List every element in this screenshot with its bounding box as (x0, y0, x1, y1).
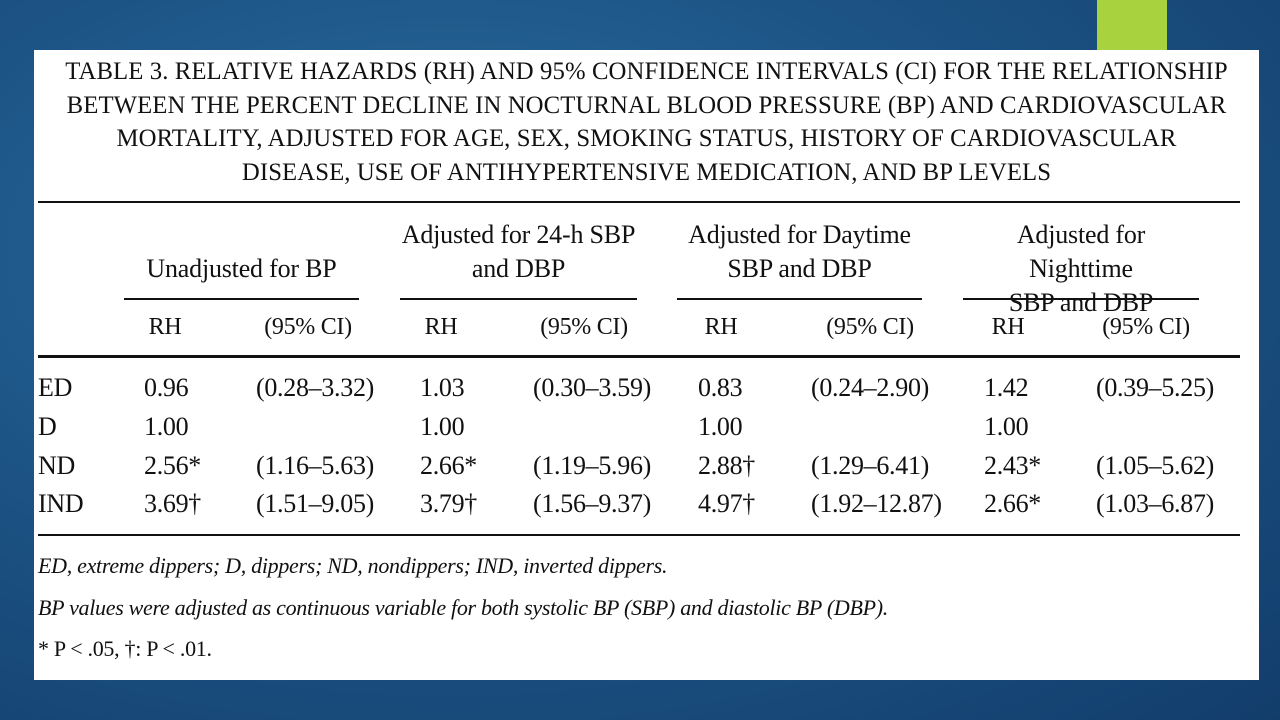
table-cell: (0.39–5.25) (1096, 373, 1215, 402)
table-cell: (1.16–5.63) (256, 451, 375, 480)
table-title: TABLE 3. RELATIVE HAZARDS (RH) AND 95% C… (52, 54, 1240, 188)
table-cell: 2.88† (698, 451, 756, 480)
subheader-ci: (95% CI) (264, 314, 352, 340)
table-cell: (0.30–3.59) (533, 373, 652, 402)
row-label: IND (38, 489, 84, 518)
table-cell: 1.03 (420, 373, 465, 402)
table-cell: 2.66* (420, 451, 478, 480)
subheader-ci: (95% CI) (540, 314, 628, 340)
table-cell: 1.00 (984, 412, 1029, 441)
table-cell: 4.97† (698, 489, 756, 518)
subheader-rh: RH (704, 314, 738, 340)
group-rule (963, 298, 1199, 300)
title-line: DISEASE, USE OF ANTIHYPERTENSIVE MEDICAT… (241, 156, 1052, 186)
subheader-ci: (95% CI) (826, 314, 914, 340)
table-cell: (1.92–12.87) (811, 489, 942, 518)
table-cell: (1.05–5.62) (1096, 451, 1215, 480)
title-line: TABLE 3. RELATIVE HAZARDS (RH) AND 95% C… (65, 56, 1228, 85)
subheader-rh: RH (148, 314, 182, 340)
subheader-rh: RH (424, 314, 458, 340)
row-label: D (38, 412, 57, 441)
footnote-abbreviations: ED, extreme dippers; D, dippers; ND, non… (38, 553, 668, 578)
table-cell: (0.24–2.90) (811, 373, 930, 402)
group-rule (400, 298, 637, 300)
header-rule (38, 355, 1240, 358)
table-cell: 2.43* (984, 451, 1042, 480)
subheader-rh: RH (991, 314, 1025, 340)
row-label: ED (38, 373, 73, 402)
table-cell: (1.51–9.05) (256, 489, 375, 518)
footnote-significance: * P < .05, †: P < .01. (38, 636, 212, 661)
table-cell: 1.00 (420, 412, 465, 441)
table-cell: (1.19–5.96) (533, 451, 652, 480)
table-cell: 3.79† (420, 489, 478, 518)
table-cell: (1.29–6.41) (811, 451, 930, 480)
top-rule (38, 201, 1240, 203)
table-cell: 3.69† (144, 489, 202, 518)
group-rule (677, 298, 922, 300)
bottom-rule (38, 534, 1240, 536)
table-cell: 2.56* (144, 451, 202, 480)
table-cell: 1.42 (984, 373, 1029, 402)
table-cell: (1.03–6.87) (1096, 489, 1215, 518)
group-header-daytime: Adjusted for Daytime SBP and DBP (688, 220, 911, 283)
table-cell: 1.00 (698, 412, 743, 441)
group-header-24h: Adjusted for 24-h SBP and DBP (401, 220, 636, 283)
group-header-nighttime: Adjusted for Nighttime SBP and DBP (1008, 220, 1154, 317)
row-label: ND (38, 451, 75, 480)
title-line: BETWEEN THE PERCENT DECLINE IN NOCTURNAL… (66, 89, 1227, 119)
group-rule (124, 298, 359, 300)
table-cell: (0.28–3.32) (256, 373, 375, 402)
subheader-ci: (95% CI) (1102, 314, 1190, 340)
table-cell: (1.56–9.37) (533, 489, 652, 518)
table-cell: 0.83 (698, 373, 743, 402)
footnote-adjustment: BP values were adjusted as continuous va… (38, 595, 888, 620)
table-cell: 2.66* (984, 489, 1042, 518)
table-sheet: TABLE 3. RELATIVE HAZARDS (RH) AND 95% C… (34, 50, 1259, 680)
title-line: MORTALITY, ADJUSTED FOR AGE, SEX, SMOKIN… (116, 123, 1177, 152)
table-cell: 0.96 (144, 373, 189, 402)
table-cell: 1.00 (144, 412, 189, 441)
accent-square (1097, 0, 1167, 52)
group-header-unadjusted: Unadjusted for BP (146, 254, 337, 283)
